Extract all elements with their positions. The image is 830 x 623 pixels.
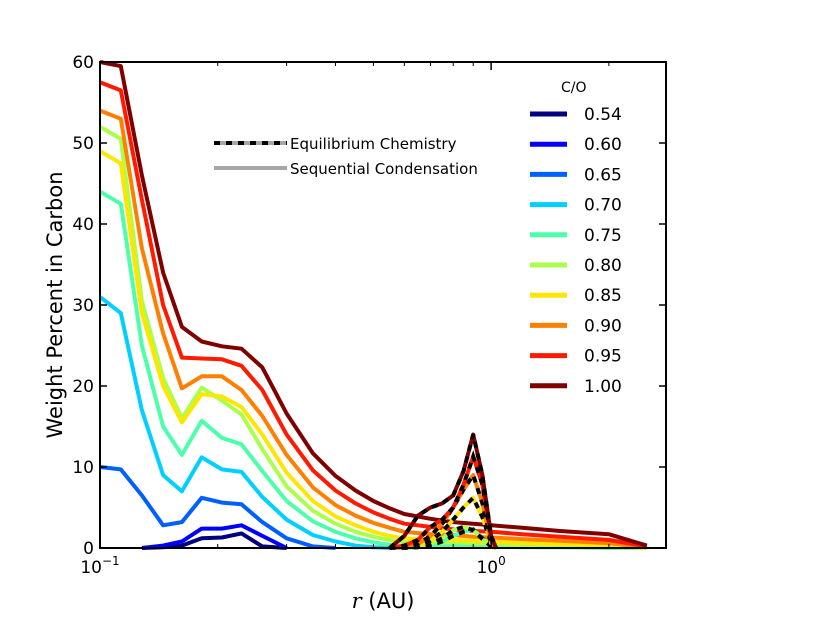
equilibrium-lines xyxy=(388,432,498,550)
legend-label-0.80: 0.80 xyxy=(584,256,622,276)
legend-label-0.70: 0.70 xyxy=(584,196,622,216)
legend-label-0.90: 0.90 xyxy=(584,316,622,336)
y-tick-label: 30 xyxy=(72,296,94,316)
y-tick-label: 60 xyxy=(72,53,94,73)
legend-label-0.60: 0.60 xyxy=(584,135,622,155)
y-tick-label: 50 xyxy=(72,134,94,154)
series-line-0.65 xyxy=(99,465,336,550)
series-line-0.60 xyxy=(141,523,288,550)
x-tick-label: 10−1 xyxy=(80,554,119,578)
series-line-0.70 xyxy=(98,295,390,550)
legend-label-0.75: 0.75 xyxy=(584,226,622,246)
sequential-legend-label: Sequential Condensation xyxy=(290,160,478,178)
tick-labels: 0 10 20 30 40 50 60 10−1 100 xyxy=(72,53,505,578)
x-tick-label: 100 xyxy=(476,554,505,578)
y-tick-label: 40 xyxy=(72,215,94,235)
axis-ticks xyxy=(99,61,666,549)
series-line-1.00 xyxy=(99,60,648,548)
legend-label-1.00: 1.00 xyxy=(584,377,622,397)
style-legend: Equilibrium Chemistry Sequential Condens… xyxy=(214,135,478,178)
equilibrium-legend-label: Equilibrium Chemistry xyxy=(290,135,457,153)
co-legend: C/O 0.54 0.60 0.65 0.70 0.75 0.80 0.85 0.90 0.95… xyxy=(530,80,622,397)
equilibrium-dash-0.75 xyxy=(389,527,497,550)
legend-label-0.85: 0.85 xyxy=(584,286,622,306)
legend-label-0.54: 0.54 xyxy=(584,105,622,125)
legend-title: C/O xyxy=(561,80,587,96)
equilibrium-dash-1.00 xyxy=(388,434,498,550)
y-tick-label: 0 xyxy=(83,539,94,559)
x-axis-label: r (AU) xyxy=(352,589,415,613)
x-axis-unit: (AU) xyxy=(362,589,415,613)
legend-label-0.95: 0.95 xyxy=(584,347,622,367)
equilibrium-dash-0.85 xyxy=(389,494,498,550)
series-line-0.90 xyxy=(99,108,648,550)
series-line-0.85 xyxy=(98,149,647,550)
x-axis-variable: r xyxy=(352,589,364,613)
series-line-0.95 xyxy=(99,80,648,549)
y-tick-label: 20 xyxy=(72,377,94,397)
equilibrium-dash-0.90 xyxy=(389,470,498,550)
legend-label-0.65: 0.65 xyxy=(584,165,622,185)
y-axis-label: Weight Percent in Carbon xyxy=(43,171,67,438)
y-tick-label: 10 xyxy=(72,458,94,478)
